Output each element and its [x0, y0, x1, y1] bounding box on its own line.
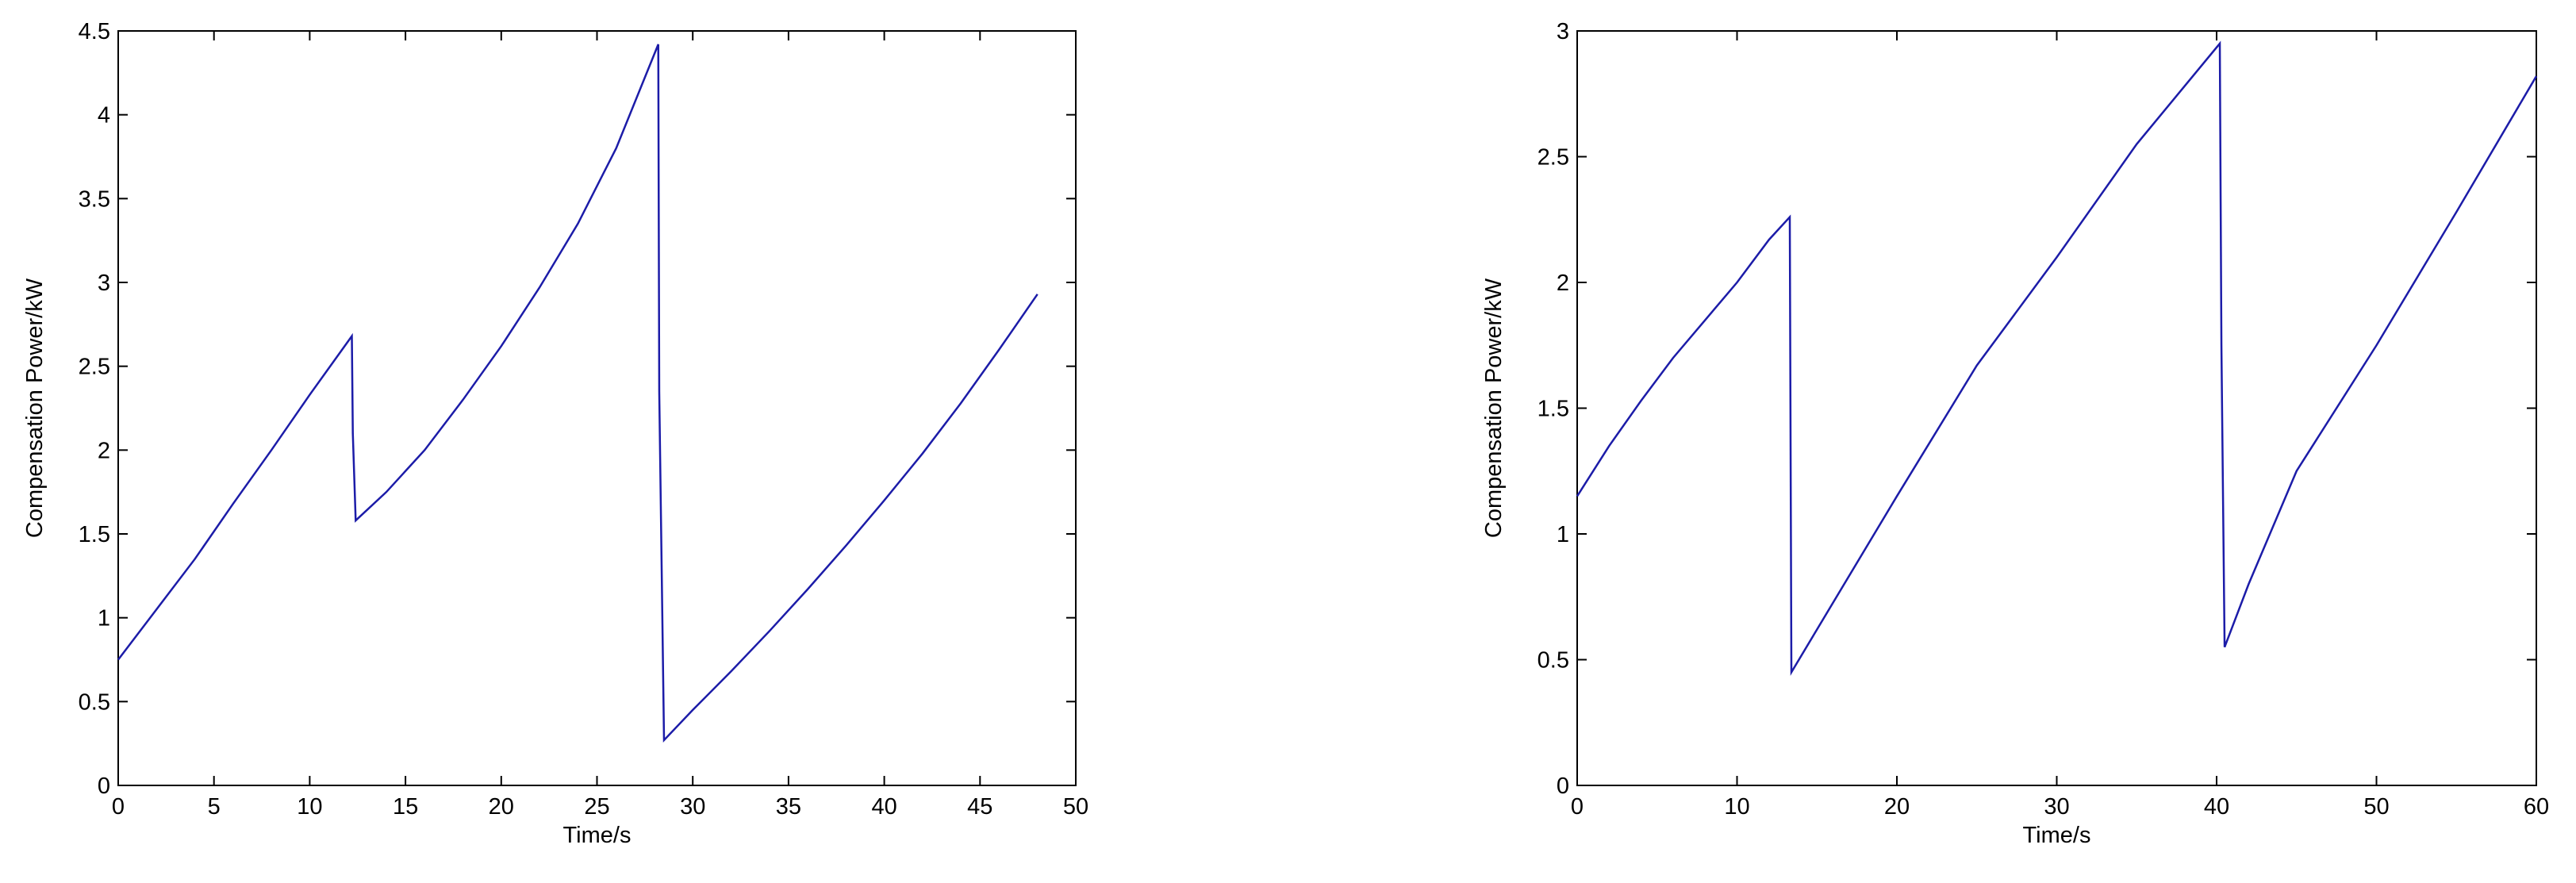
y-tick-label: 0.5 [79, 689, 110, 715]
y-tick-label: 0.5 [1538, 648, 1569, 674]
x-tick-label: 0 [112, 794, 125, 820]
y-tick-label: 0 [1557, 774, 1569, 799]
y-tick-label: 4.5 [79, 19, 110, 44]
y-tick-label: 1.5 [1538, 397, 1569, 422]
x-tick-label: 5 [208, 794, 221, 820]
y-tick-label: 1 [98, 606, 110, 632]
y-tick-label: 0 [98, 774, 110, 799]
x-tick-label: 10 [1724, 794, 1749, 820]
plot-area [1576, 30, 2537, 786]
y-tick-label: 3.5 [79, 186, 110, 212]
x-tick-label: 40 [871, 794, 896, 820]
x-axis-label: Time/s [563, 823, 632, 848]
x-tick-label: 50 [2363, 794, 2389, 820]
x-tick-label: 35 [776, 794, 801, 820]
y-axis-label: Compensation Power/kW [1481, 278, 1507, 538]
x-tick-label: 10 [297, 794, 322, 820]
y-tick-label: 2.5 [79, 355, 110, 380]
x-tick-label: 20 [489, 794, 514, 820]
plot-area [117, 30, 1077, 786]
x-tick-label: 60 [2524, 794, 2549, 820]
x-tick-label: 50 [1063, 794, 1088, 820]
y-tick-label: 2 [98, 438, 110, 463]
y-tick-label: 2 [1557, 271, 1569, 296]
x-tick-label: 30 [2044, 794, 2069, 820]
x-tick-label: 40 [2204, 794, 2229, 820]
y-tick-label: 4 [98, 103, 110, 129]
y-tick-label: 3 [1557, 19, 1569, 44]
y-axis-label: Compensation Power/kW [22, 278, 48, 538]
x-tick-label: 45 [967, 794, 992, 820]
x-tick-label: 0 [1571, 794, 1584, 820]
y-tick-label: 1 [1557, 522, 1569, 547]
x-tick-label: 25 [584, 794, 609, 820]
x-tick-label: 20 [1884, 794, 1910, 820]
data-line [1576, 40, 2538, 676]
x-tick-label: 15 [393, 794, 418, 820]
data-line [117, 44, 1038, 743]
y-tick-label: 2.5 [1538, 145, 1569, 171]
x-tick-label: 30 [680, 794, 705, 820]
y-tick-label: 3 [98, 271, 110, 296]
x-axis-label: Time/s [2023, 823, 2091, 848]
y-tick-label: 1.5 [79, 522, 110, 547]
